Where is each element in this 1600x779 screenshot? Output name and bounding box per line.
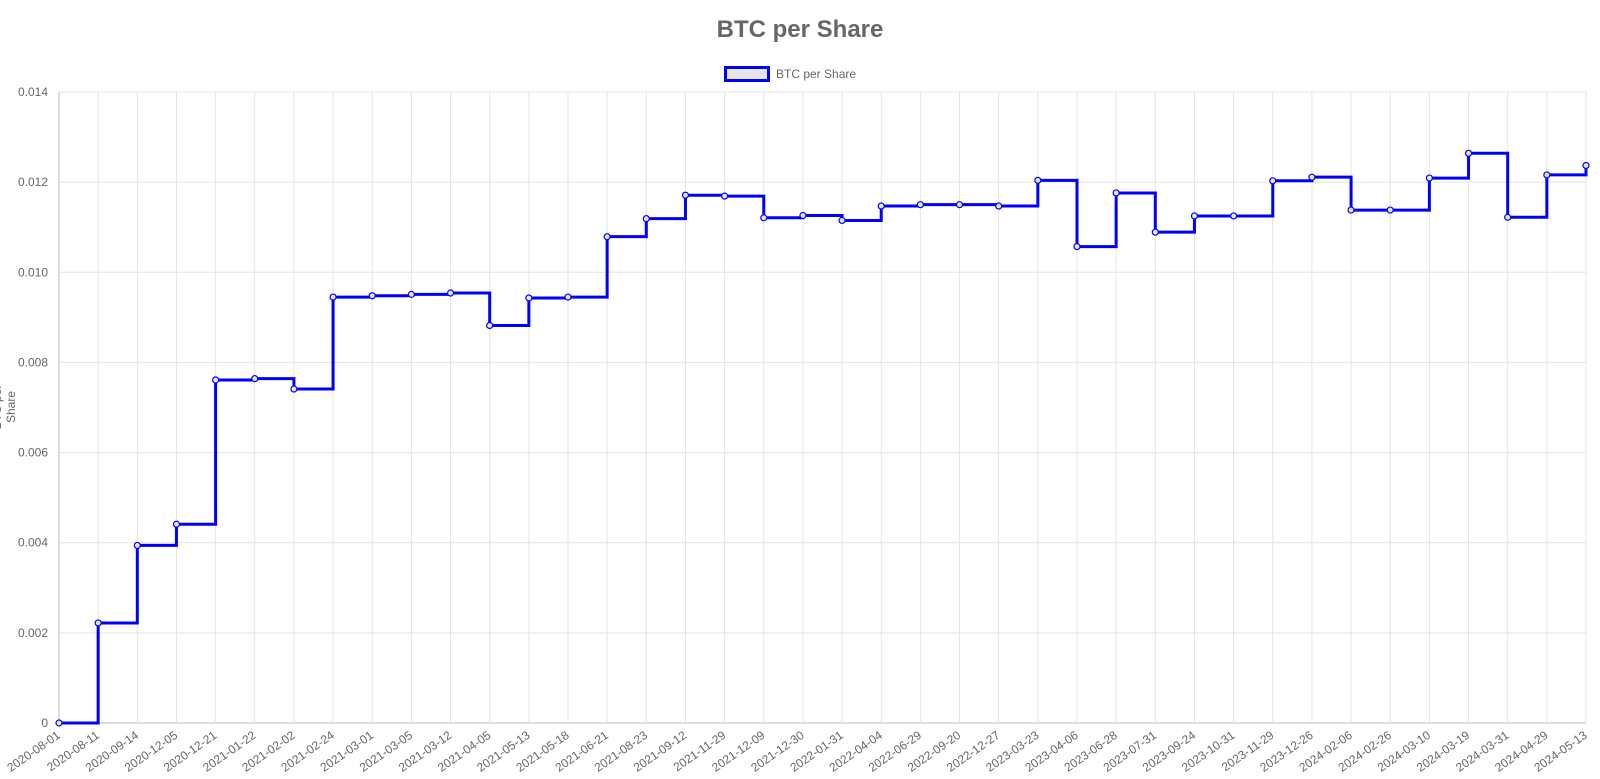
data-point xyxy=(94,619,102,627)
data-point xyxy=(1386,206,1394,214)
data-point xyxy=(1582,161,1590,170)
data-point xyxy=(1464,149,1473,157)
data-point xyxy=(1504,213,1512,221)
data-point xyxy=(838,216,846,225)
data-point xyxy=(1308,173,1316,181)
data-point xyxy=(407,290,415,298)
data-point xyxy=(799,211,807,220)
data-point xyxy=(290,385,298,393)
data-point xyxy=(525,294,533,302)
y-tick-label: 0.006 xyxy=(18,446,48,460)
y-tick-label: 0.010 xyxy=(18,265,48,279)
data-point xyxy=(1269,177,1277,185)
y-tick-label: 0.002 xyxy=(18,626,48,640)
data-point xyxy=(1425,174,1433,182)
data-point xyxy=(760,214,768,222)
data-point xyxy=(955,201,964,209)
data-point xyxy=(1347,206,1355,214)
data-point xyxy=(916,201,924,209)
data-point xyxy=(603,233,611,241)
data-point xyxy=(329,293,337,301)
data-point xyxy=(212,376,220,384)
data-point xyxy=(368,292,376,300)
y-tick-label: 0.012 xyxy=(18,175,48,189)
series-line xyxy=(59,151,1588,725)
data-point xyxy=(1230,212,1238,220)
data-point xyxy=(995,202,1003,210)
data-point xyxy=(133,541,141,550)
data-point xyxy=(681,191,690,199)
legend-label: BTC per Share xyxy=(776,67,857,81)
data-point xyxy=(642,215,650,223)
data-point xyxy=(721,192,729,200)
data-point xyxy=(1151,228,1159,236)
legend-swatch xyxy=(724,66,770,82)
y-tick-label: 0.008 xyxy=(18,355,48,369)
data-point xyxy=(1112,189,1120,197)
data-point xyxy=(1073,242,1081,251)
data-point xyxy=(564,293,572,301)
y-tick-label: 0.004 xyxy=(18,536,48,550)
data-point xyxy=(1034,176,1042,184)
data-point xyxy=(1190,212,1199,220)
data-point xyxy=(1543,171,1551,179)
chart-title: BTC per Share xyxy=(716,16,884,43)
data-point xyxy=(446,289,455,297)
data-point xyxy=(55,719,63,727)
data-point xyxy=(251,375,259,383)
y-tick-label: 0 xyxy=(41,716,48,730)
data-point xyxy=(172,520,181,528)
data-point xyxy=(877,202,885,210)
data-point xyxy=(486,321,494,330)
y-tick-label: 0.014 xyxy=(18,85,48,99)
legend[interactable]: BTC per Share xyxy=(724,66,856,82)
